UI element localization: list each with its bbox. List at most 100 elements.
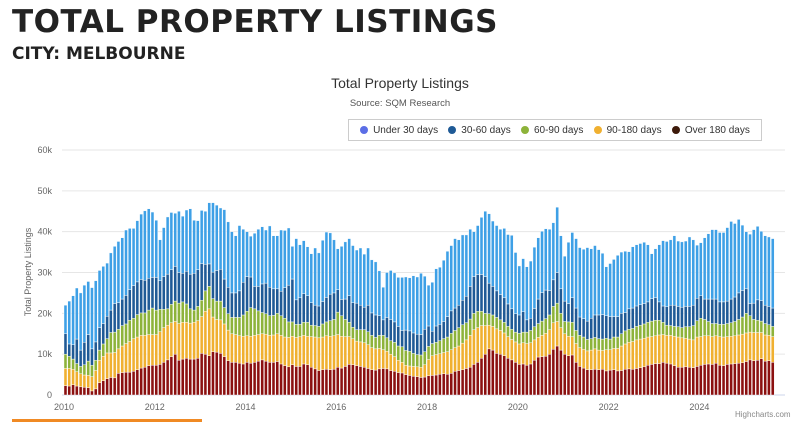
bar-segment [744,231,748,290]
bar-segment [211,202,215,273]
bar-segment [623,251,627,313]
bar-segment [661,322,665,335]
bar-segment [608,263,612,317]
bar-segment [86,281,90,335]
bar-segment [672,326,677,337]
bar-segment [222,209,227,280]
bar-segment [358,366,363,396]
bar-segment [540,320,544,336]
y-tick-label: 50k [37,186,52,196]
legend-label: 90-180 days [606,124,662,136]
bar-segment [665,306,669,326]
bar-segment [332,369,336,396]
legend-item[interactable]: 60-90 days [520,125,583,136]
bar-segment [256,286,261,312]
bar-segment [441,352,446,374]
bar-segment [706,335,711,365]
bar-segment [631,246,635,309]
bar-segment [131,371,136,396]
bar-segment [196,358,200,396]
bar-segment [169,269,174,305]
bar-segment [593,314,597,338]
legend-item[interactable]: 90-180 days [593,124,662,136]
bar-segment [563,333,567,355]
bar-segment [78,373,83,388]
bar-segment [339,367,344,396]
bar-segment [536,298,540,324]
legend-item[interactable]: Under 30 days [360,125,438,136]
bar-segment [188,208,192,275]
bar-segment [619,345,624,371]
bar-segment [585,369,590,396]
bar-segment [581,349,586,369]
bar-segment [226,313,230,331]
bar-segment [97,382,102,396]
bar-segment [222,278,227,308]
bar-segment [392,371,397,396]
bar-segment [748,315,752,333]
bar-segment [555,321,559,347]
bar-segment [264,313,268,335]
bar-segment [771,307,775,327]
bar-segment [82,374,87,388]
bar-segment [317,326,321,339]
bar-segment [597,249,601,316]
bar-segment [165,324,170,361]
bar-segment [358,341,363,367]
bar-segment [449,245,453,312]
bar-segment [222,323,227,357]
bar-segment [294,366,298,396]
bar-segment [131,338,136,372]
bar-segment [510,308,514,330]
bar-segment [317,252,321,307]
legend-item[interactable]: 30-60 days [448,125,511,136]
bar-segment [196,306,200,321]
bar-segment [271,362,276,396]
bar-segment [260,312,264,334]
bar-segment [759,300,764,322]
bar-segment [468,335,472,368]
bar-segment [415,376,419,396]
bar-segment [589,248,593,319]
bar-segment [302,363,306,396]
bar-segment [196,269,200,307]
bar-segment [457,345,461,371]
bar-segment [415,354,419,368]
bar-segment [661,334,665,363]
bar-segment [94,370,98,390]
bar-segment [528,330,533,343]
bar-segment [736,334,741,364]
bar-segment [105,315,109,339]
bar-segment [752,302,756,320]
bar-segment [411,366,416,377]
bar-segment [279,229,283,292]
legend-item[interactable]: Over 180 days [671,125,750,136]
chart-title: Total Property Listings [331,75,469,91]
bar-segment [517,343,522,365]
bar-segment [631,369,635,396]
bar-segment [438,266,442,325]
highcharts-credit[interactable]: Highcharts.com [735,410,791,419]
bar-segment [75,363,79,372]
bar-segment [128,371,132,396]
bar-segment [752,229,756,304]
bar-segment [392,342,397,357]
bar-segment [725,364,730,396]
bar-segment [207,355,211,396]
bar-segment [638,324,643,340]
bar-segment [559,349,563,396]
bar-segment [563,321,567,334]
bar-segment [71,358,75,370]
bar-segment [725,300,730,324]
bar-segment [581,367,586,396]
bar-segment [718,301,722,325]
bar-segment [109,352,113,378]
bar-segment [423,351,427,365]
bar-segment [411,353,416,367]
bar-segment [124,295,128,325]
bar-segment [585,350,590,370]
bar-segment [721,365,726,396]
bar-segment [101,323,106,345]
bar-segment [305,295,310,323]
bar-segment [355,329,359,342]
